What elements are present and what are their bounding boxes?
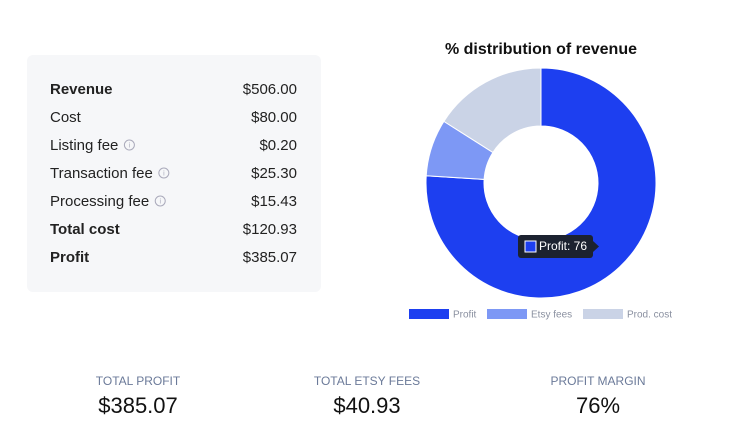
row-label: Total cost (50, 221, 120, 238)
row-label: Profit (50, 249, 89, 266)
tooltip-text: Profit: 76 (539, 239, 587, 253)
stat-value: $385.07 (98, 393, 178, 418)
legend-label: Prod. cost (627, 310, 672, 321)
donut-segment (443, 67, 542, 154)
stat-value: $40.93 (333, 393, 400, 418)
info-icon-glyph: i (159, 198, 161, 205)
row-value: $25.30 (251, 165, 297, 182)
legend-swatch (583, 309, 623, 319)
row-value: $385.07 (243, 249, 297, 266)
donut-segment (425, 67, 657, 299)
row-value: $80.00 (251, 109, 297, 126)
legend-swatch (487, 309, 527, 319)
row-value: $0.20 (259, 137, 297, 154)
legend-label: Profit (453, 310, 477, 321)
summary-card (27, 55, 321, 292)
info-icon-glyph: i (129, 142, 131, 149)
tooltip-swatch (524, 240, 537, 253)
legend-label: Etsy fees (531, 310, 572, 321)
chart-title: % distribution of revenue (445, 41, 637, 58)
stat-label: TOTAL PROFIT (96, 374, 181, 388)
info-icon (123, 139, 135, 151)
info-icon-glyph: i (163, 170, 165, 177)
stat-value: 76% (576, 393, 620, 418)
row-label: Listing fee (50, 137, 118, 154)
row-label: Transaction fee (50, 165, 153, 182)
info-icon (158, 167, 170, 179)
stat-label: TOTAL ETSY FEES (314, 374, 420, 388)
legend-swatch (409, 309, 449, 319)
row-label: Cost (50, 109, 82, 126)
row-value: $120.93 (243, 221, 297, 238)
row-value: $15.43 (251, 193, 297, 210)
stat-label: PROFIT MARGIN (550, 374, 645, 388)
row-label: Revenue (50, 81, 113, 98)
info-icon (154, 195, 166, 207)
row-value: $506.00 (243, 81, 297, 98)
tooltip-caret (593, 241, 599, 252)
tooltip-box (518, 235, 593, 258)
row-label: Processing fee (50, 193, 149, 210)
